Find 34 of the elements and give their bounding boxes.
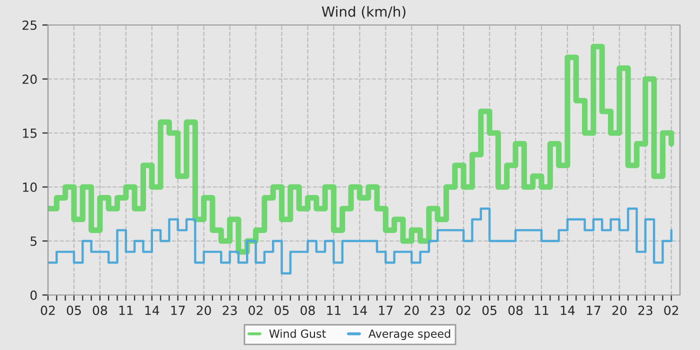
x-tick-label: 20 — [404, 306, 419, 316]
x-tick-label: 08 — [508, 306, 523, 316]
x-tick-label: 14 — [353, 306, 367, 315]
legend-label: Wind Gust — [269, 329, 326, 338]
y-tick-label: 0 — [30, 290, 37, 300]
x-tick-label: 20 — [196, 306, 211, 316]
x-tick-label: 17 — [171, 306, 185, 315]
y-tick-label: 25 — [22, 20, 36, 30]
x-tick-label: 05 — [274, 306, 289, 316]
x-tick-label: 02 — [456, 306, 470, 316]
legend-label: Average speed — [368, 329, 450, 340]
x-tick-label: 17 — [586, 306, 600, 315]
x-tick-label: 23 — [430, 306, 445, 316]
x-tick-label: 08 — [92, 306, 108, 316]
y-tick-label: 15 — [23, 128, 36, 138]
x-tick-label: 08 — [300, 306, 315, 316]
y-tick-label: 5 — [30, 236, 36, 246]
x-tick-label: 11 — [119, 306, 133, 315]
x-tick-label: 11 — [327, 306, 340, 315]
x-tick-label: 02 — [248, 306, 262, 316]
x-tick-label: 23 — [222, 306, 237, 316]
x-tick-label: 23 — [638, 306, 652, 316]
x-tick-label: 20 — [612, 306, 627, 316]
x-tick-label: 17 — [379, 306, 393, 315]
x-tick-label: 14 — [145, 306, 160, 315]
x-tick-label: 05 — [66, 306, 81, 316]
x-tick-label: 02 — [40, 306, 55, 316]
x-tick-label: 11 — [534, 306, 548, 315]
x-tick-label: 05 — [482, 306, 496, 316]
y-tick-label: 20 — [22, 74, 37, 84]
x-tick-label: 02 — [664, 306, 678, 316]
x-tick-label: 14 — [560, 306, 575, 315]
y-tick-label: 10 — [23, 182, 37, 192]
chart-title: Wind (km/h) — [322, 6, 406, 18]
